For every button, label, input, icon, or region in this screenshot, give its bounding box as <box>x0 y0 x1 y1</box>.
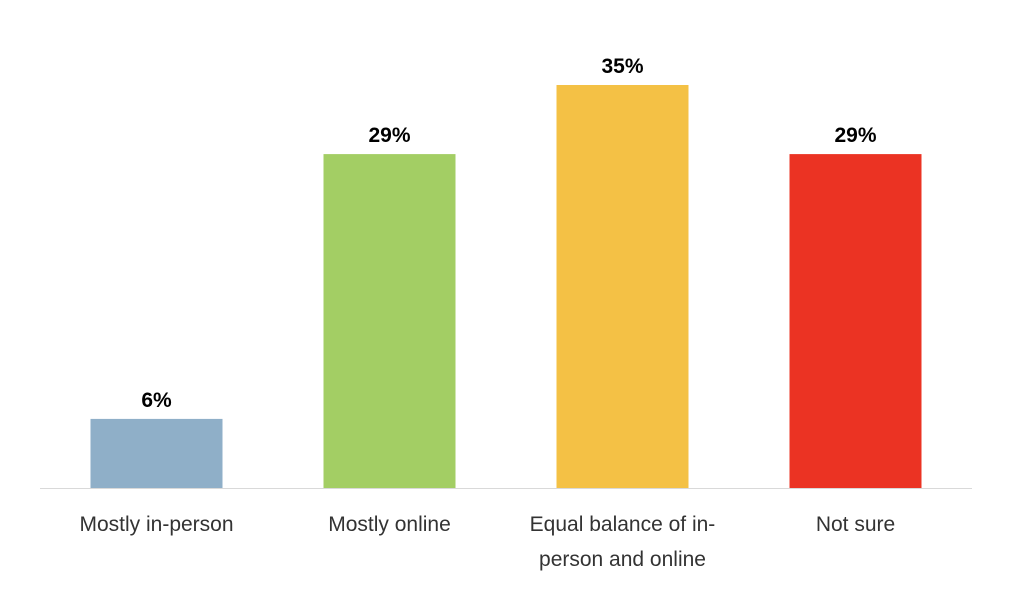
x-tick-label-line: Mostly online <box>328 513 451 536</box>
x-tick-label-line: Mostly in-person <box>79 513 233 536</box>
bar-1 <box>90 418 223 488</box>
data-label-2: 29% <box>368 124 410 147</box>
x-tick-label-line: person and online <box>539 548 706 571</box>
x-tick-label-1: Mostly in-person <box>79 513 233 536</box>
x-tick-labels: Mostly in-person Mostly online Equal balan… <box>79 513 895 571</box>
x-tick-label-4: Not sure <box>816 513 895 536</box>
x-tick-label-line: Equal balance of in- <box>530 513 716 536</box>
x-tick-label-line: Not sure <box>816 513 895 536</box>
x-tick-label-3: Equal balance of in-person and online <box>530 513 716 571</box>
data-labels: 6% 29% 35% 29% <box>141 55 877 412</box>
data-label-1: 6% <box>141 389 172 412</box>
data-label-4: 29% <box>834 124 876 147</box>
bar-2 <box>323 154 456 488</box>
data-label-3: 35% <box>601 55 643 78</box>
bar-3 <box>556 85 689 488</box>
x-tick-label-2: Mostly online <box>328 513 451 536</box>
bars <box>90 85 922 488</box>
bar-4 <box>789 154 922 488</box>
